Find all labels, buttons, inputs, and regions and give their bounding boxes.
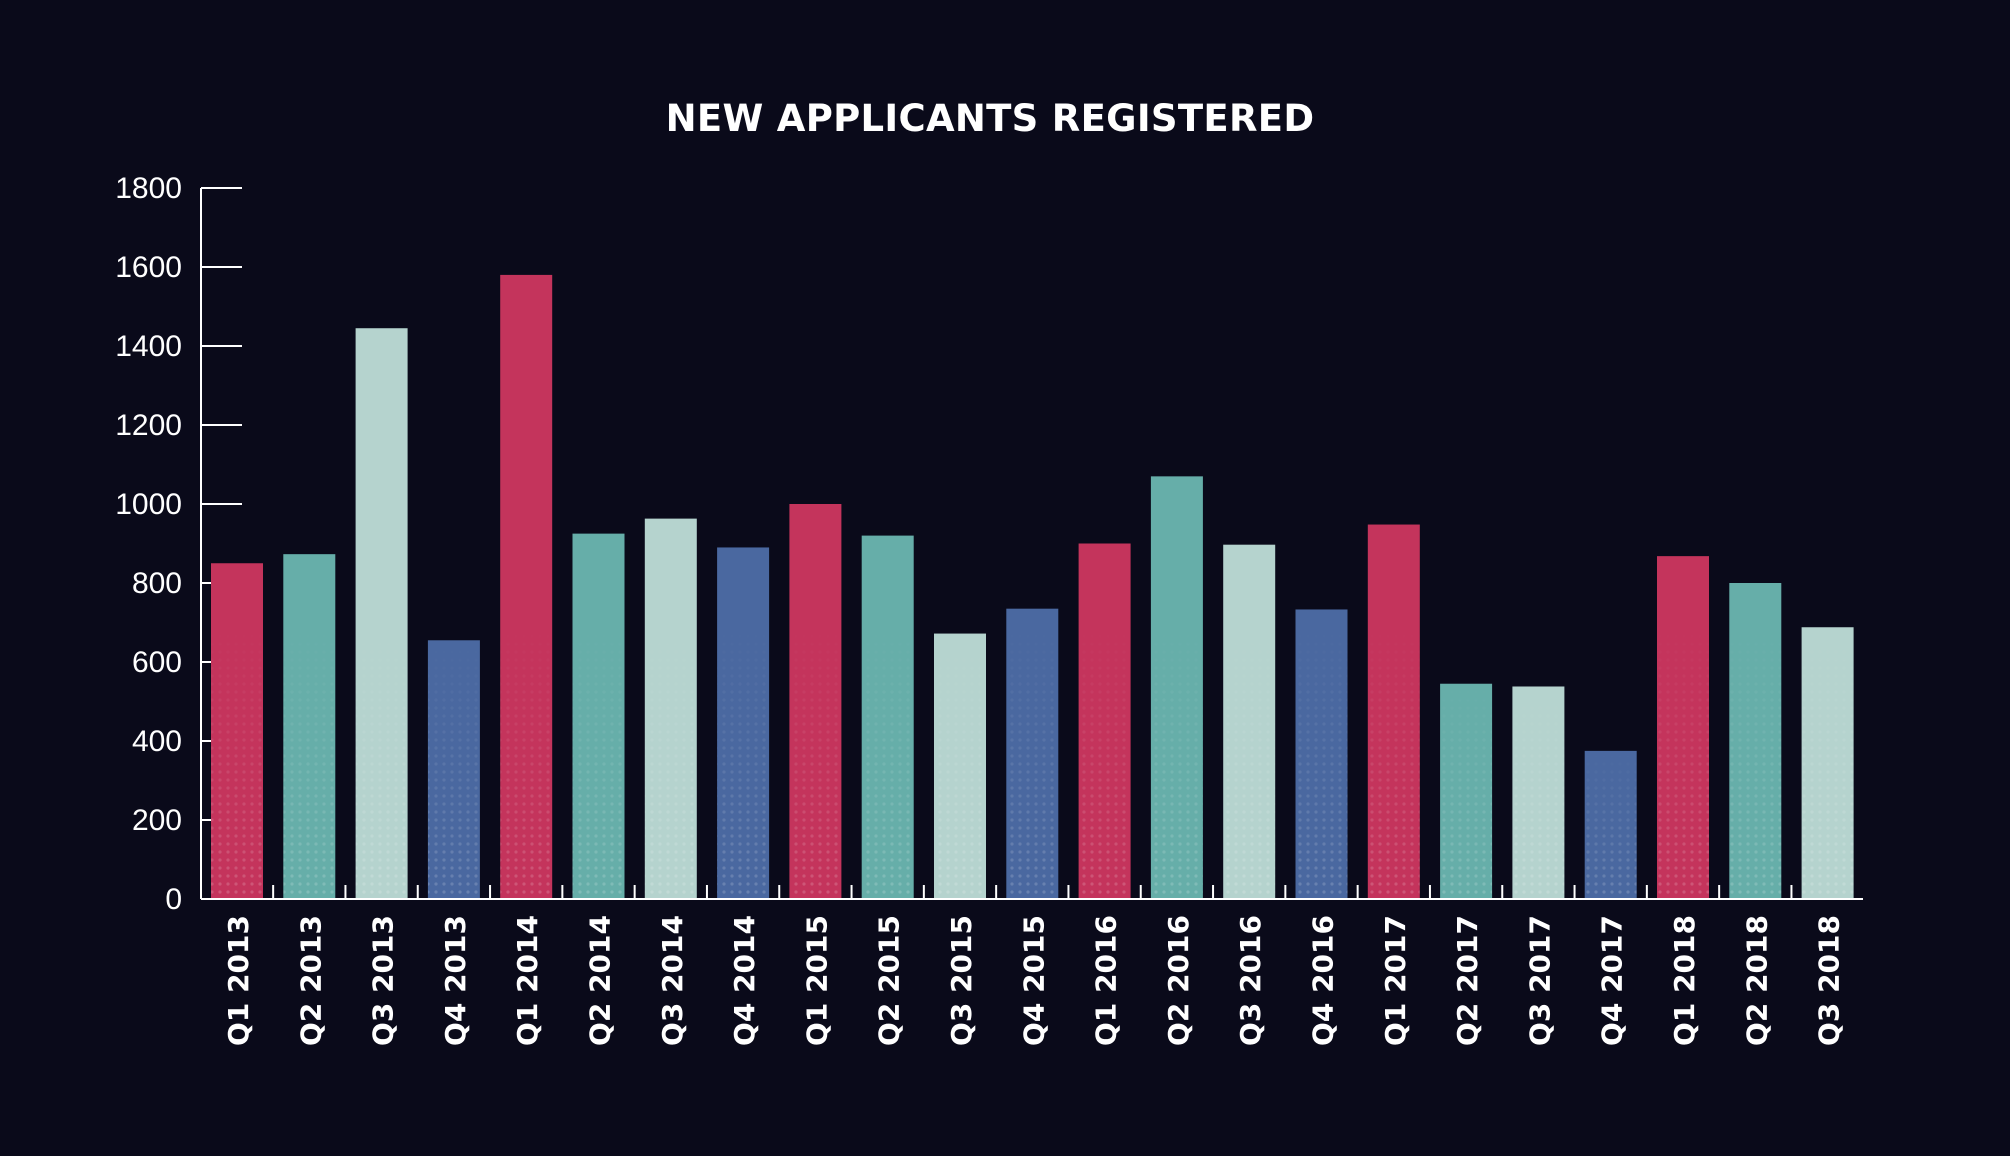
x-tick-label: Q1 2016: [1090, 915, 1123, 1046]
bar-texture: [1006, 622, 1059, 899]
y-tick-label: 400: [132, 725, 182, 758]
x-tick-label: Q2 2016: [1162, 915, 1195, 1046]
bar-group: [1078, 543, 1131, 899]
bar-group: [500, 274, 553, 899]
x-tick-label: Q1 2015: [800, 915, 833, 1046]
x-tick-label: Q2 2017: [1451, 915, 1484, 1046]
bar-texture: [789, 622, 842, 899]
x-tick-label: Q2 2014: [584, 915, 617, 1046]
bar-group: [861, 535, 914, 899]
bar-group: [1657, 556, 1709, 899]
bar-group: [211, 563, 263, 899]
y-tick-label: 600: [132, 646, 182, 679]
bar-texture: [1150, 622, 1203, 899]
x-tick-label: Q4 2017: [1596, 915, 1629, 1046]
x-tick-label: Q1 2014: [511, 915, 544, 1046]
y-tick-label: 1000: [115, 488, 182, 521]
x-tick-label: Q4 2014: [728, 915, 761, 1046]
x-tick-label: Q1 2013: [222, 915, 255, 1046]
chart-title: NEW APPLICANTS REGISTERED: [666, 97, 1315, 140]
y-axis: 0 200 400 600 800 1000 1200 1400 1600 1800: [115, 172, 242, 916]
bar-group: [717, 547, 770, 899]
bar-group: [1006, 608, 1059, 899]
x-tick-label: Q2 2018: [1740, 915, 1773, 1046]
bar-group: [427, 640, 480, 899]
bar-group: [355, 328, 408, 900]
x-tick-label: Q3 2018: [1813, 915, 1846, 1046]
bar-series: [211, 274, 1854, 900]
bar-group: [1729, 583, 1782, 899]
bar-group: [1150, 476, 1203, 899]
bar-group: [789, 504, 842, 899]
bar-texture: [861, 622, 914, 899]
bar-group: [1367, 524, 1420, 899]
bar-texture: [1729, 622, 1782, 899]
y-tick-label: 1600: [115, 251, 182, 284]
bar-texture: [717, 622, 770, 899]
bar-group: [1801, 627, 1854, 899]
y-tick-label: 1800: [115, 172, 182, 205]
x-tick-label: Q3 2013: [367, 915, 400, 1046]
x-tick-label: Q3 2015: [945, 915, 978, 1046]
bar-group: [1440, 683, 1493, 899]
y-tick-label: 800: [132, 567, 182, 600]
x-tick-label: Q3 2014: [656, 915, 689, 1046]
x-tick-label: Q3 2017: [1523, 915, 1556, 1046]
bar-group: [1584, 750, 1637, 899]
y-tick-label: 1200: [115, 409, 182, 442]
bar-group: [644, 518, 697, 899]
bar-texture: [1801, 627, 1854, 899]
bar-texture: [1584, 750, 1637, 899]
y-tick-label: 0: [165, 883, 182, 916]
bar-texture: [211, 622, 263, 899]
x-tick-label: Q2 2015: [873, 915, 906, 1046]
x-tick-label: Q1 2018: [1668, 915, 1701, 1046]
bar-group: [1512, 686, 1565, 899]
bar-texture: [1440, 683, 1493, 899]
bar-texture: [355, 622, 408, 899]
bar-texture: [283, 622, 336, 899]
y-tick-label: 1400: [115, 330, 182, 363]
bar-texture: [1078, 622, 1131, 899]
bar-group: [934, 633, 986, 899]
bar-texture: [1223, 622, 1276, 899]
bar-texture: [1367, 622, 1420, 899]
bar-texture: [1295, 622, 1348, 899]
bar-group: [283, 554, 336, 899]
y-tick-label: 200: [132, 804, 182, 837]
x-tick-label: Q4 2013: [439, 915, 472, 1046]
bar-texture: [427, 640, 480, 899]
bar-texture: [500, 622, 553, 899]
bar-group: [1295, 609, 1348, 899]
x-tick-label: Q2 2013: [294, 915, 327, 1046]
bar-texture: [1657, 622, 1709, 899]
bar-texture: [644, 622, 697, 899]
x-tick-label: Q1 2017: [1379, 915, 1412, 1046]
x-axis: Q1 2013 Q2 2013 Q3 2013 Q4 2013 Q1 2014 Q2 20…: [201, 885, 1863, 1046]
x-tick-label: Q4 2015: [1017, 915, 1050, 1046]
bar-group: [1223, 544, 1276, 899]
x-tick-label: Q3 2016: [1234, 915, 1267, 1046]
x-tick-label: Q4 2016: [1307, 915, 1340, 1046]
bar-texture: [934, 633, 986, 899]
bar-group: [572, 533, 625, 899]
bar-texture: [572, 622, 625, 899]
bar-texture: [1512, 686, 1565, 899]
